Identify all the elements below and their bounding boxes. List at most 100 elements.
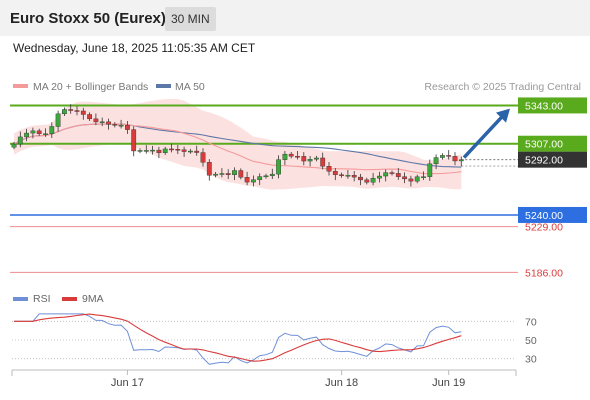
resistance-label: 5343.00 <box>525 100 563 112</box>
projection-arrow-head <box>496 108 510 123</box>
weak-level-label: 5186.00 <box>525 267 563 279</box>
candle <box>383 172 389 177</box>
candle <box>288 153 294 157</box>
candle <box>187 150 193 153</box>
resistance-tag <box>518 97 587 114</box>
candle <box>269 173 275 177</box>
candle <box>351 175 357 178</box>
candle <box>200 152 206 163</box>
weak-level-label: 5229.00 <box>525 222 563 234</box>
candle <box>213 173 218 176</box>
candle <box>36 130 42 134</box>
candle <box>74 110 80 112</box>
support-label: 5240.00 <box>525 210 563 222</box>
candle <box>452 156 458 162</box>
candle <box>194 150 200 153</box>
candle <box>169 148 174 151</box>
candle <box>320 157 326 167</box>
candle <box>377 175 382 179</box>
candle <box>244 177 250 183</box>
candle <box>295 156 300 158</box>
candle <box>238 170 244 178</box>
candle <box>433 157 439 165</box>
projection-arrow <box>462 113 506 159</box>
candle <box>408 178 414 182</box>
chart-title: Euro Stoxx 50 (Eurex) <box>10 10 166 27</box>
candle <box>314 157 319 160</box>
rsi-line <box>14 313 462 365</box>
candle <box>131 129 137 152</box>
price-label: 5292.00 <box>525 155 563 167</box>
candle <box>282 153 288 160</box>
candle <box>150 149 155 152</box>
candle <box>301 156 307 162</box>
candle <box>93 118 99 123</box>
resistance-tag <box>518 135 587 152</box>
x-tick-label: Jun 17 <box>111 377 144 389</box>
candle <box>99 121 105 124</box>
candle <box>11 143 17 148</box>
legend-ma50-label: MA 50 <box>175 81 205 93</box>
candle <box>339 174 344 176</box>
support-tag <box>518 206 587 223</box>
candle <box>206 162 212 176</box>
candle <box>118 125 124 127</box>
legend-ma20-swatch <box>13 84 28 88</box>
candle <box>257 176 263 180</box>
candle <box>421 176 426 178</box>
rsi-tick-label: 50 <box>525 335 537 347</box>
legend-ma50-swatch <box>156 84 171 88</box>
candle <box>250 179 256 183</box>
candle <box>175 149 181 151</box>
rsi-tick-label: 70 <box>525 316 537 328</box>
candle <box>80 110 86 115</box>
candle <box>17 136 23 145</box>
copyright: Research © 2025 Trading Central <box>424 81 581 93</box>
candle <box>124 125 130 130</box>
candle <box>345 175 351 177</box>
timeframe-button[interactable]: 30 MIN <box>165 7 216 31</box>
candle <box>219 173 225 175</box>
candle <box>225 173 231 175</box>
resistance-label: 5307.00 <box>525 139 563 151</box>
legend-rsi-swatch <box>13 297 28 301</box>
candle <box>358 176 363 181</box>
candle <box>389 172 395 174</box>
x-tick-label: Jun 19 <box>432 377 465 389</box>
ma20-line <box>13 123 462 175</box>
candle <box>414 176 420 182</box>
candle <box>112 124 118 126</box>
candle <box>181 149 187 152</box>
legend-rsi-ma-label: 9MA <box>82 293 104 305</box>
candle <box>427 163 433 177</box>
candle <box>364 179 370 183</box>
candle <box>137 150 143 152</box>
candle <box>143 150 149 152</box>
candle <box>458 159 464 162</box>
candle <box>30 130 36 134</box>
candle <box>332 171 338 175</box>
candle <box>68 109 74 111</box>
candle <box>24 132 29 138</box>
candle <box>402 176 407 180</box>
legend-ma20-label: MA 20 + Bollinger Bands <box>33 81 148 93</box>
price-tag <box>518 151 587 168</box>
candle <box>162 148 168 153</box>
candle <box>62 109 67 115</box>
chart-datetime: Wednesday, June 18, 2025 11:05:35 AM CET <box>13 41 256 55</box>
legend-rsi-label: RSI <box>33 293 51 305</box>
x-tick-label: Jun 18 <box>325 377 358 389</box>
candle <box>55 113 61 127</box>
legend-rsi-ma-swatch <box>62 297 77 301</box>
candle <box>307 159 313 162</box>
rsi-ma-line <box>14 313 462 362</box>
candle <box>276 159 281 175</box>
candle <box>446 155 452 157</box>
candle <box>395 173 401 177</box>
rsi-tick-label: 30 <box>525 354 537 366</box>
chart-header: Euro Stoxx 50 (Eurex) 30 MIN <box>0 0 590 36</box>
candle <box>156 149 162 153</box>
candle <box>43 133 48 135</box>
